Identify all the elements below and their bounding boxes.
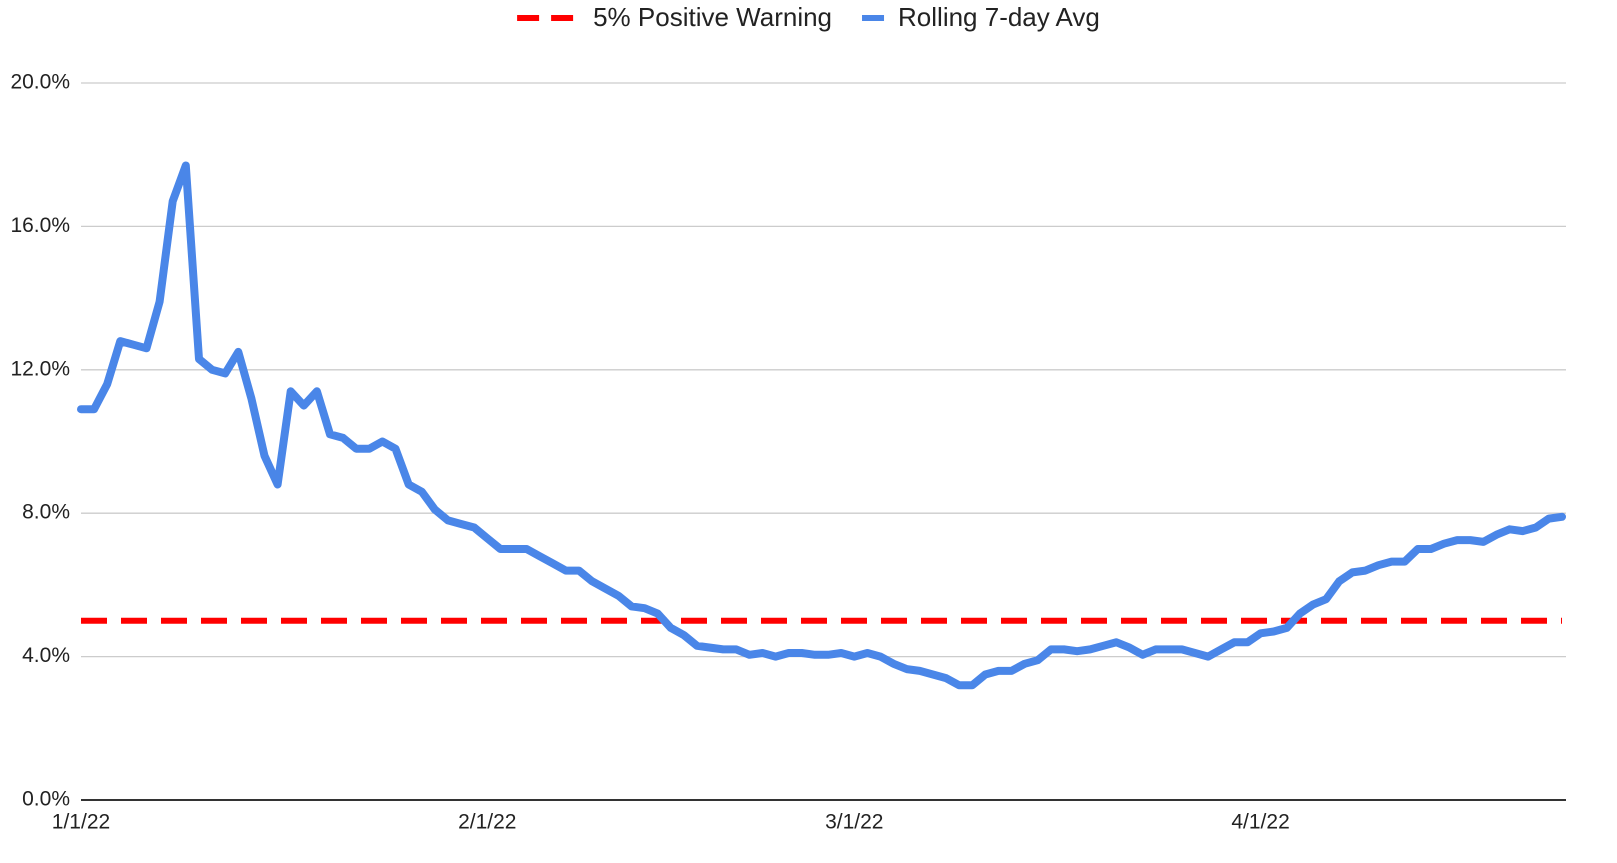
x-tick-label: 2/1/22 (458, 811, 516, 834)
legend-label: 5% Positive Warning (593, 2, 832, 32)
y-tick-label: 16.0% (10, 214, 70, 237)
y-tick-label: 20.0% (10, 71, 70, 94)
x-tick-label: 4/1/22 (1231, 811, 1289, 834)
series-line (77, 161, 1566, 690)
legend: 5% Positive Warning Rolling 7-day Avg (517, 2, 1100, 32)
x-tick-label: 3/1/22 (825, 811, 883, 834)
y-tick-label: 8.0% (22, 501, 70, 524)
legend-label: Rolling 7-day Avg (898, 2, 1100, 32)
x-tick-label: 1/1/22 (52, 811, 110, 834)
y-tick-label: 12.0% (10, 357, 70, 380)
y-tick-label: 0.0% (22, 788, 70, 811)
y-tick-label: 4.0% (22, 644, 70, 667)
